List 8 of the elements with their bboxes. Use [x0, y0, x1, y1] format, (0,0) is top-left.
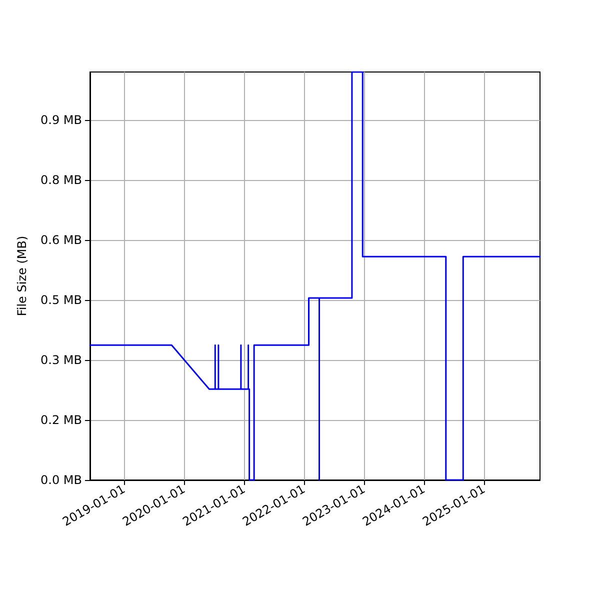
y-tick-label: 0.6 MB	[40, 232, 82, 247]
y-tick-label: 0.9 MB	[40, 113, 82, 128]
y-tick-label: 0.2 MB	[40, 412, 82, 427]
y-tick-label: 0.3 MB	[40, 352, 82, 367]
y-tick-label: 0.8 MB	[40, 173, 82, 188]
y-tick-label: 0.5 MB	[40, 292, 82, 307]
y-axis-title: File Size (MB)	[15, 236, 29, 316]
y-tick-label: 0.0 MB	[40, 473, 82, 487]
